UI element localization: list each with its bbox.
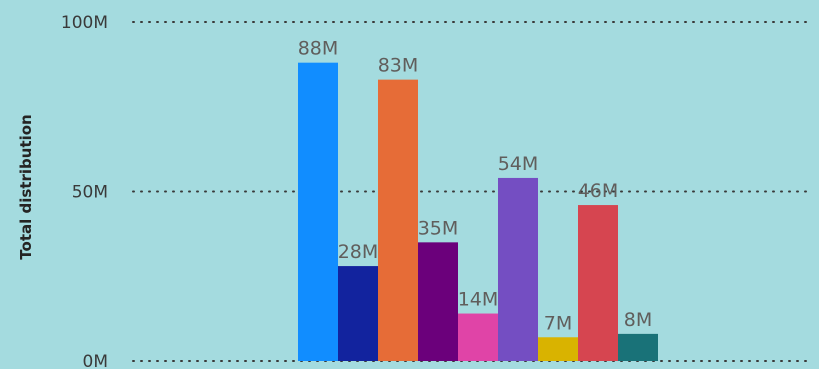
bar-value-label: 83M [378,55,419,77]
bar[interactable] [498,177,538,361]
bars [298,62,658,362]
bar-value-label: 88M [298,38,339,60]
bar[interactable] [538,337,578,361]
y-tick-label: 100M [61,13,108,33]
bar[interactable] [378,79,418,361]
bar[interactable] [298,62,338,362]
y-axis-title: Total distribution [17,114,35,259]
bar-value-label: 28M [338,241,379,263]
y-axis-ticks: 0M 50M 100M [61,13,108,369]
bar[interactable] [618,333,658,361]
bar[interactable] [338,266,378,361]
bar-value-label: 7M [544,312,572,334]
data-labels: 88M 28M 83M 35M 14M 54M 7M 46M 8M [298,38,653,335]
gridlines [132,21,813,362]
bar-value-label: 46M [578,180,619,202]
bar[interactable] [578,205,618,361]
bar-value-label: 14M [458,289,499,311]
y-tick-label: 0M [83,352,108,369]
bar-value-label: 54M [498,153,539,175]
y-tick-label: 50M [72,183,108,203]
bar-value-label: 8M [624,309,652,331]
bar-value-label: 35M [418,217,459,239]
bar[interactable] [458,313,498,361]
bar[interactable] [418,242,458,361]
